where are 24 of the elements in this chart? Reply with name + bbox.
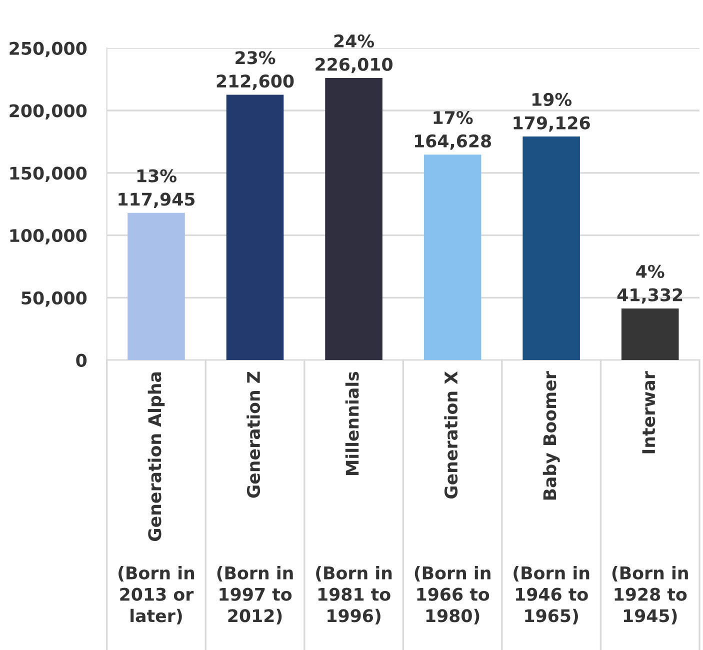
data-label: 24% 226,010 — [316, 34, 392, 74]
bar — [621, 308, 679, 360]
y-tick-label: 250,000 — [10, 42, 87, 58]
bar — [325, 78, 382, 360]
y-tick-label: 50,000 — [22, 291, 87, 307]
category-label: Generation Z (Born in 1997 to 2012) — [217, 372, 293, 624]
data-label: 13% 117,945 — [118, 169, 195, 208]
y-tick-label: 0 — [76, 354, 87, 367]
y-tick-label: 100,000 — [10, 229, 87, 244]
category-label: Generation Alpha (Born in 2013 or later) — [118, 372, 194, 624]
y-tick-label: 200,000 — [10, 104, 87, 120]
bar — [226, 94, 284, 360]
data-label: 4% 41,332 — [617, 264, 682, 304]
category-label: Interwar (Born in 1928 to 1945) — [612, 371, 688, 624]
category-label: Baby Boomer (Born in 1946 to 1965) — [514, 371, 590, 624]
data-label: 17% 164,628 — [414, 111, 492, 150]
bar — [522, 136, 580, 360]
y-tick-label: 150,000 — [10, 166, 87, 182]
data-label: 23% 212,600 — [216, 51, 294, 90]
category-label: Millennials (Born in 1981 to 1996) — [316, 372, 392, 624]
data-label: 19% 179,126 — [514, 92, 590, 132]
bar — [128, 212, 185, 360]
bar — [424, 154, 482, 360]
category-label: Generation X (Born in 1966 to 1980) — [414, 371, 490, 624]
